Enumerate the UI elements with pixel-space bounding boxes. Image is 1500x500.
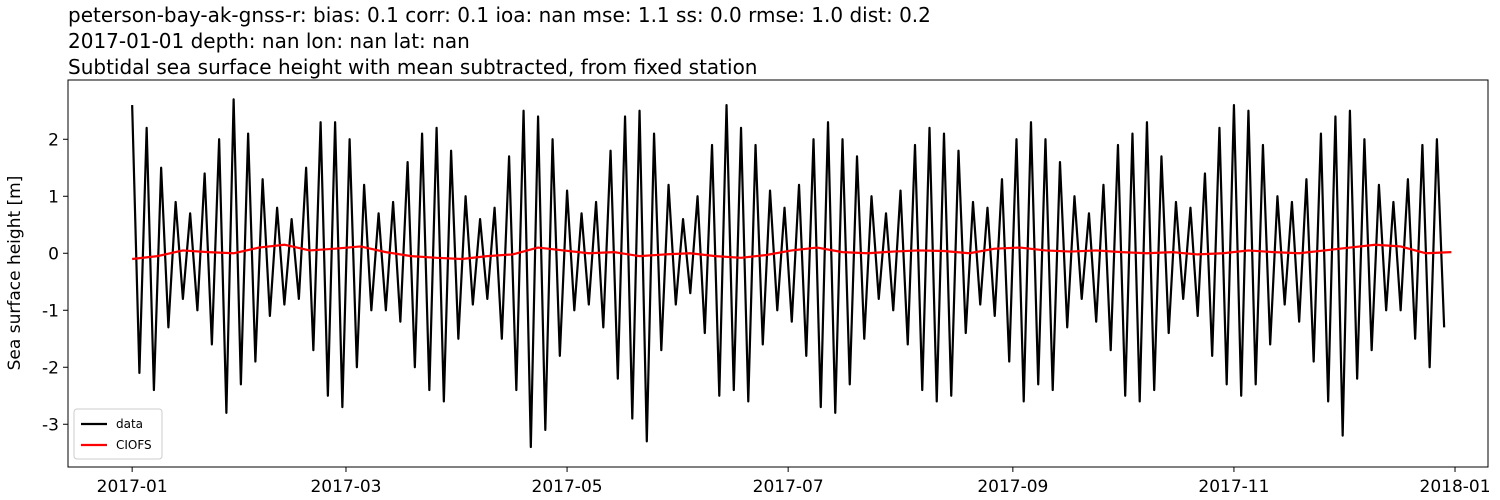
y-tick-label: 0	[48, 244, 59, 264]
y-tick-label: -2	[42, 358, 59, 378]
legend-label: CIOFS	[116, 438, 152, 452]
chart-description: Subtidal sea surface height with mean su…	[68, 55, 757, 79]
y-tick-label: 2	[48, 130, 59, 150]
x-tick-label: 2017-03	[310, 477, 381, 497]
plot-frame	[67, 79, 1489, 468]
chart-subtitle: 2017-01-01 depth: nan lon: nan lat: nan	[68, 29, 470, 53]
y-tick-label: -1	[42, 301, 59, 321]
series-line	[132, 243, 1452, 261]
y-tick-label: 1	[48, 187, 59, 207]
series-line	[131, 98, 1446, 449]
y-axis-label: Sea surface height [m]	[5, 176, 25, 371]
x-tick-label: 2017-09	[977, 477, 1048, 497]
chart-title: peterson-bay-ak-gnss-r: bias: 0.1 corr: …	[68, 3, 931, 27]
legend-label: data	[116, 417, 143, 431]
legend-box	[73, 408, 163, 460]
x-tick-label: 2018-01	[1420, 477, 1491, 497]
y-tick-label: -3	[42, 415, 59, 435]
x-tick-label: 2017-11	[1198, 477, 1269, 497]
x-tick-label: 2017-01	[97, 477, 168, 497]
x-tick-label: 2017-05	[532, 477, 603, 497]
x-tick-label: 2017-07	[753, 477, 824, 497]
